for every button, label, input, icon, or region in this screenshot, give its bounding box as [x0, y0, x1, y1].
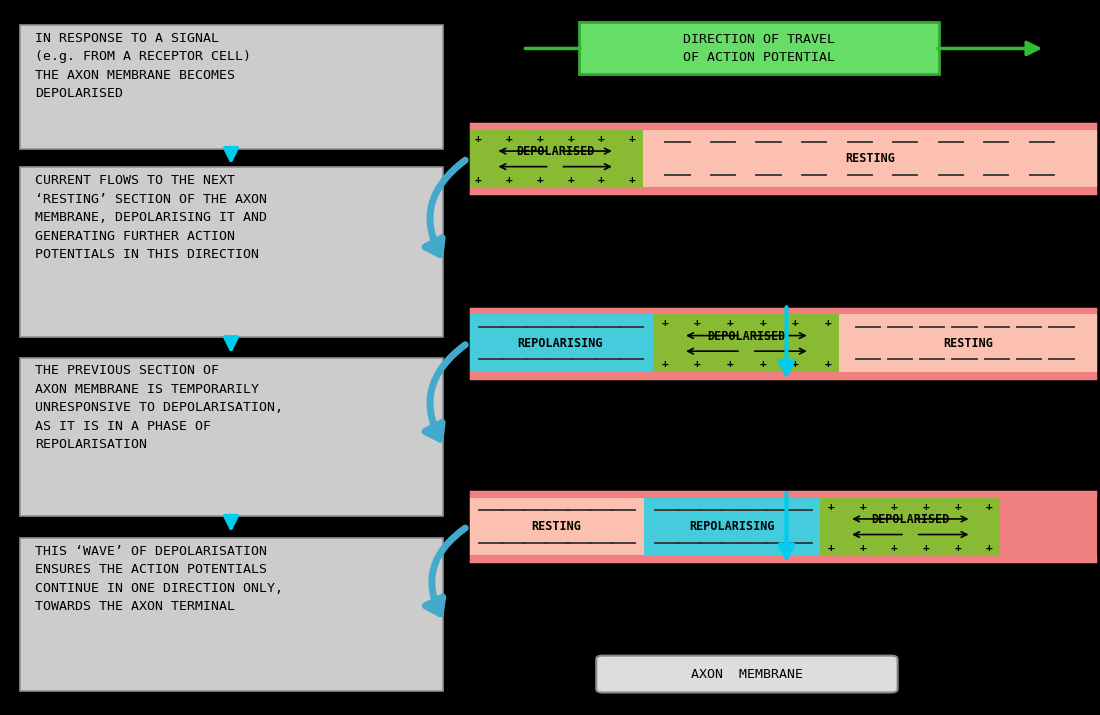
FancyBboxPatch shape	[468, 305, 1098, 314]
Text: DIRECTION OF TRAVEL
OF ACTION POTENTIAL: DIRECTION OF TRAVEL OF ACTION POTENTIAL	[683, 33, 835, 64]
Text: +: +	[506, 134, 513, 144]
Text: +: +	[828, 502, 835, 512]
Text: RESTING: RESTING	[531, 520, 581, 533]
Text: +: +	[955, 543, 961, 553]
Text: CURRENT FLOWS TO THE NEXT
‘RESTING’ SECTION OF THE AXON
MEMBRANE, DEPOLARISING I: CURRENT FLOWS TO THE NEXT ‘RESTING’ SECT…	[35, 174, 267, 261]
Text: RESTING: RESTING	[944, 337, 993, 350]
Text: THE PREVIOUS SECTION OF
AXON MEMBRANE IS TEMPORARILY
UNRESPONSIVE TO DEPOLARISAT: THE PREVIOUS SECTION OF AXON MEMBRANE IS…	[35, 365, 283, 451]
FancyBboxPatch shape	[642, 129, 1098, 187]
FancyArrowPatch shape	[426, 528, 465, 613]
Text: +: +	[859, 543, 866, 553]
FancyBboxPatch shape	[839, 314, 1098, 372]
Text: THIS ‘WAVE’ OF DEPOLARISATION
ENSURES THE ACTION POTENTIALS
CONTINUE IN ONE DIRE: THIS ‘WAVE’ OF DEPOLARISATION ENSURES TH…	[35, 545, 283, 613]
Text: +: +	[568, 134, 574, 144]
Text: +: +	[727, 318, 734, 328]
Text: +: +	[568, 175, 574, 185]
Text: +: +	[859, 502, 866, 512]
FancyBboxPatch shape	[468, 314, 653, 372]
Text: DEPOLARISED: DEPOLARISED	[871, 513, 949, 526]
Text: +: +	[629, 134, 636, 144]
Text: +: +	[694, 318, 701, 328]
FancyBboxPatch shape	[468, 498, 644, 556]
Text: +: +	[694, 360, 701, 370]
FancyBboxPatch shape	[468, 121, 1098, 196]
Text: +: +	[474, 175, 482, 185]
Text: +: +	[661, 318, 668, 328]
Text: +: +	[986, 502, 992, 512]
FancyBboxPatch shape	[468, 305, 1098, 380]
FancyBboxPatch shape	[596, 656, 898, 693]
Text: +: +	[727, 360, 734, 370]
Text: +: +	[598, 134, 605, 144]
Text: +: +	[891, 502, 898, 512]
FancyArrowPatch shape	[425, 345, 465, 439]
Text: +: +	[825, 318, 832, 328]
Text: +: +	[825, 360, 832, 370]
FancyBboxPatch shape	[20, 25, 443, 149]
FancyBboxPatch shape	[468, 121, 1098, 129]
Text: DEPOLARISED: DEPOLARISED	[516, 145, 594, 158]
Text: +: +	[792, 318, 799, 328]
Text: +: +	[474, 134, 482, 144]
FancyBboxPatch shape	[468, 556, 1098, 564]
Text: +: +	[537, 134, 543, 144]
Text: +: +	[923, 543, 930, 553]
FancyArrowPatch shape	[425, 160, 465, 255]
Text: +: +	[661, 360, 668, 370]
Text: +: +	[955, 502, 961, 512]
Text: +: +	[759, 318, 766, 328]
Text: IN RESPONSE TO A SIGNAL
(e.g. FROM A RECEPTOR CELL)
THE AXON MEMBRANE BECOMES
DE: IN RESPONSE TO A SIGNAL (e.g. FROM A REC…	[35, 31, 251, 100]
Text: +: +	[986, 543, 992, 553]
Text: DEPOLARISED: DEPOLARISED	[707, 330, 785, 342]
Text: REPOLARISING: REPOLARISING	[518, 337, 603, 350]
FancyBboxPatch shape	[821, 498, 1000, 556]
Text: +: +	[506, 175, 513, 185]
FancyBboxPatch shape	[468, 372, 1098, 380]
FancyBboxPatch shape	[468, 129, 642, 187]
Text: +: +	[891, 543, 898, 553]
Text: +: +	[792, 360, 799, 370]
FancyBboxPatch shape	[579, 22, 939, 74]
FancyBboxPatch shape	[468, 489, 1098, 564]
Text: +: +	[598, 175, 605, 185]
Text: AXON  MEMBRANE: AXON MEMBRANE	[691, 668, 803, 681]
FancyBboxPatch shape	[468, 187, 1098, 196]
Text: +: +	[629, 175, 636, 185]
Text: +: +	[537, 175, 543, 185]
Text: RESTING: RESTING	[845, 152, 895, 165]
FancyBboxPatch shape	[20, 538, 443, 691]
Text: +: +	[759, 360, 766, 370]
FancyBboxPatch shape	[20, 358, 443, 516]
FancyBboxPatch shape	[468, 489, 1098, 498]
Text: REPOLARISING: REPOLARISING	[690, 520, 776, 533]
FancyBboxPatch shape	[644, 498, 821, 556]
FancyBboxPatch shape	[653, 314, 839, 372]
Text: +: +	[828, 543, 835, 553]
FancyBboxPatch shape	[20, 167, 443, 337]
Text: +: +	[923, 502, 930, 512]
